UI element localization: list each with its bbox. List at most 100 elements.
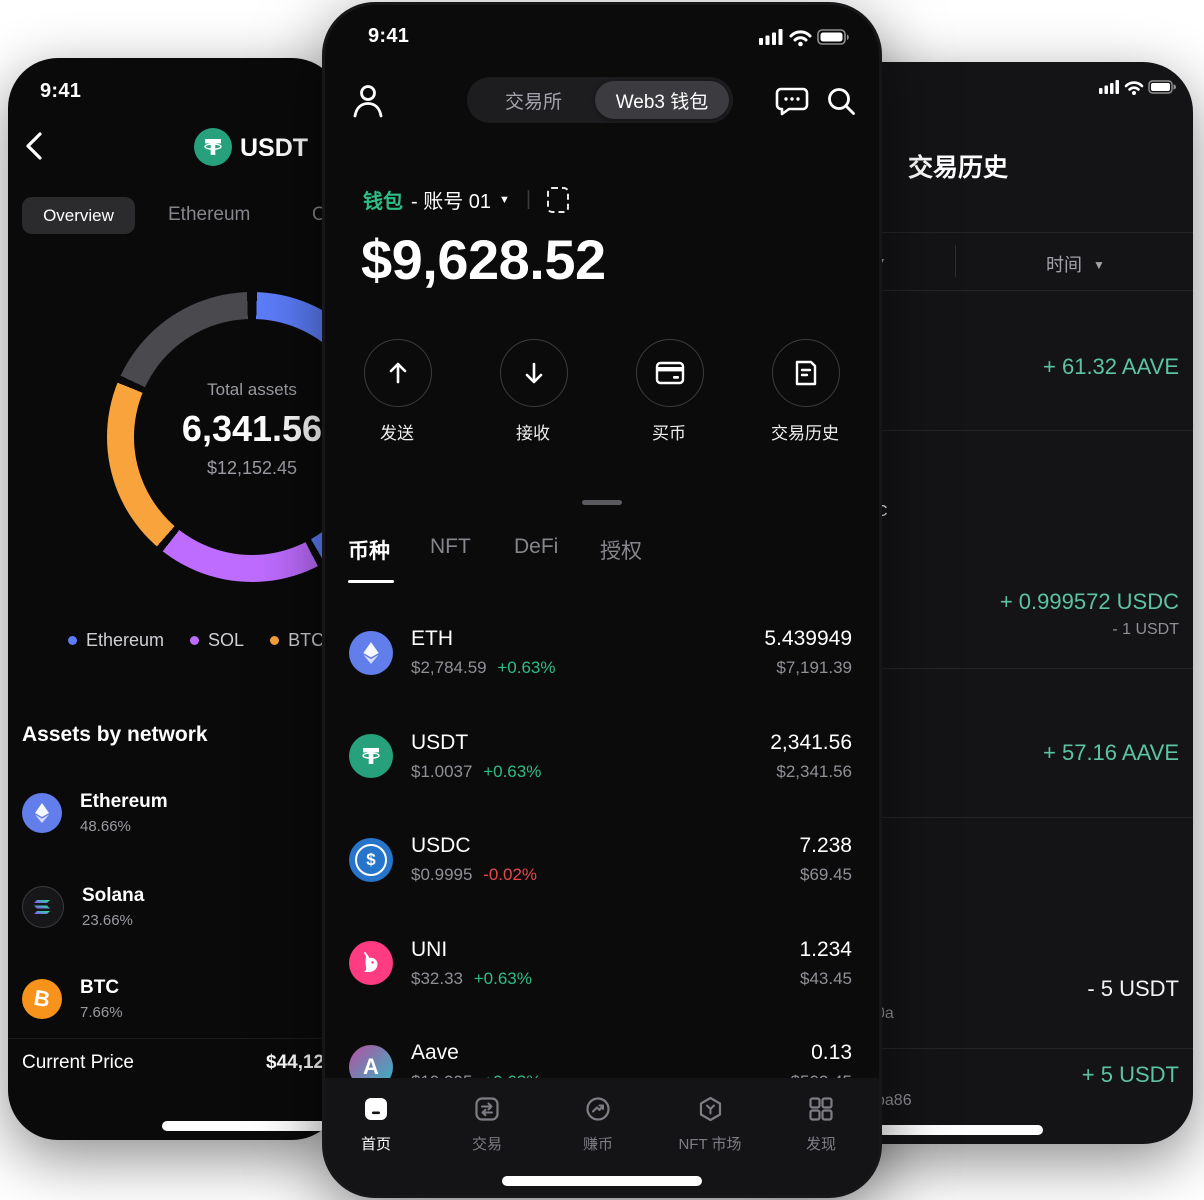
total-balance: $9,628.52 (361, 228, 606, 291)
nav-label: 交易 (471, 1136, 503, 1153)
back-icon[interactable] (22, 130, 48, 162)
token-change: +0.63% (483, 761, 542, 781)
tab-approvals[interactable]: 授权 (600, 540, 642, 563)
token-amount: 5.439949 (764, 627, 852, 651)
usdt-coin-icon (194, 128, 232, 166)
action-label[interactable]: 交易历史 (771, 424, 839, 443)
legend-dot-btc (270, 636, 280, 645)
token-row-usdt[interactable]: USDT $1.0037 +0.63% 2,341.56 $2,341.56 (349, 705, 852, 809)
nav-nft-market[interactable]: NFT 市场 (678, 1096, 742, 1154)
page-title: 交易历史 (908, 154, 1009, 182)
uni-icon (349, 941, 393, 986)
token-price: $1.0037 (411, 761, 473, 781)
earn-icon (586, 1097, 610, 1121)
legend-label: SOL (208, 630, 245, 650)
token-change: -0.02% (483, 865, 538, 885)
wallet-label[interactable]: 钱包 (363, 191, 403, 213)
network-pct: 23.66% (82, 912, 133, 929)
token-price: $32.33 (411, 968, 463, 988)
tab-nft[interactable]: NFT (430, 535, 471, 558)
scan-icon[interactable] (547, 186, 570, 213)
nav-trade[interactable]: 交易 (472, 1096, 502, 1154)
status-time: 9:41 (368, 25, 410, 47)
network-row-solana[interactable]: Solana 23.66% (22, 885, 144, 929)
status-icons (1099, 80, 1176, 95)
home-indicator[interactable] (162, 1121, 342, 1131)
tx-left-fragment: 0a (876, 1005, 894, 1022)
btc-network-icon: B (22, 979, 62, 1019)
tab-coins[interactable]: 币种 (348, 540, 390, 563)
profile-icon[interactable] (351, 83, 385, 119)
legend-label: Ethereum (86, 630, 165, 650)
search-icon[interactable] (825, 85, 857, 117)
token-row-usdc[interactable]: $ USDC $0.9995 -0.02% 7.238 $69.45 (349, 808, 852, 912)
receive-button[interactable] (500, 339, 568, 407)
account-caret-icon[interactable]: ▼ (499, 193, 510, 206)
account-label[interactable]: - 账号 01 (411, 191, 492, 213)
token-symbol: ETH (411, 627, 453, 651)
buy-crypto-button[interactable] (636, 339, 704, 407)
wallet-account-row: 钱包 - 账号 01 ▼ | (363, 185, 570, 214)
active-tab-underline (348, 580, 394, 583)
tx-amount[interactable]: + 61.32 AAVE (1043, 354, 1179, 379)
donut-legend: Ethereum SOL BTC (68, 630, 324, 651)
discover-icon (809, 1097, 833, 1121)
segment-web3-wallet[interactable]: Web3 钱包 (595, 81, 729, 119)
action-label[interactable]: 接收 (516, 424, 550, 443)
token-value: $43.45 (800, 968, 852, 988)
segment-exchange[interactable]: 交易所 (504, 91, 562, 113)
tx-left-fragment: ba86 (876, 1092, 912, 1109)
token-value: $69.45 (800, 865, 852, 885)
sheet-drag-handle[interactable] (582, 500, 622, 505)
token-row-eth[interactable]: ETH $2,784.59 +0.63% 5.439949 $7,191.39 (349, 601, 852, 705)
token-price: $0.9995 (411, 865, 473, 885)
nav-label: NFT 市场 (678, 1136, 742, 1153)
home-indicator[interactable] (502, 1176, 702, 1186)
legend-label: BTC (288, 630, 325, 650)
tab-defi[interactable]: DeFi (514, 535, 559, 558)
bottom-nav: 首页 交易 赚币 (325, 1078, 879, 1195)
portfolio-donut-chart: Total assets 6,341.56 $12,152.45 (107, 292, 342, 582)
tx-amount[interactable]: + 5 USDT (1081, 1062, 1179, 1087)
donut-center-sub: $12,152.45 (206, 458, 298, 478)
token-list: ETH $2,784.59 +0.63% 5.439949 $7,191.39 … (349, 601, 852, 1119)
home-indicator[interactable] (870, 1125, 1043, 1135)
tab-cut[interactable]: O (312, 204, 327, 225)
token-symbol: USDT (411, 730, 469, 754)
tx-amount[interactable]: + 57.16 AAVE (1043, 740, 1179, 765)
send-button[interactable] (364, 339, 432, 407)
nav-home[interactable]: 首页 (361, 1096, 391, 1154)
network-name: BTC (80, 977, 120, 998)
tab-overview[interactable]: Overview (22, 197, 135, 234)
tx-amount[interactable]: - 5 USDT (1087, 976, 1179, 1001)
token-symbol: USDC (411, 834, 471, 858)
action-label[interactable]: 发送 (380, 424, 414, 443)
token-price: $2,784.59 (411, 658, 487, 678)
nav-label: 赚币 (582, 1136, 614, 1153)
filter-divider (955, 245, 956, 277)
filter-time-label: 时间 (1046, 255, 1082, 275)
token-amount: 7.238 (799, 834, 852, 858)
usdt-icon (349, 734, 393, 779)
solana-network-icon (22, 886, 64, 928)
exchange-wallet-segmented-control: 交易所 Web3 钱包 (467, 77, 733, 123)
token-row-uni[interactable]: UNI $32.33 +0.63% 1.234 $43.45 (349, 912, 852, 1016)
legend-dot-ethereum (68, 636, 77, 645)
current-price-label: Current Price (22, 1052, 134, 1073)
nav-discover[interactable]: 发现 (806, 1096, 836, 1154)
history-button[interactable] (772, 339, 840, 407)
divider: | (525, 188, 532, 210)
network-row-ethereum[interactable]: Ethereum 48.66% (22, 791, 168, 835)
trade-icon (475, 1097, 499, 1121)
filter-time-dropdown[interactable]: 时间 ▼ (1046, 255, 1105, 275)
legend-item-ethereum: Ethereum (68, 630, 164, 651)
action-label[interactable]: 买币 (652, 424, 686, 443)
network-row-btc[interactable]: B BTC 7.66% (22, 977, 123, 1021)
tx-amount[interactable]: + 0.999572 USDC (999, 589, 1179, 614)
tab-ethereum[interactable]: Ethereum (168, 204, 251, 225)
chat-icon[interactable] (775, 85, 809, 117)
left-status-time: 9:41 (40, 80, 82, 102)
home-icon (364, 1098, 387, 1120)
nav-earn[interactable]: 赚币 (583, 1096, 613, 1154)
